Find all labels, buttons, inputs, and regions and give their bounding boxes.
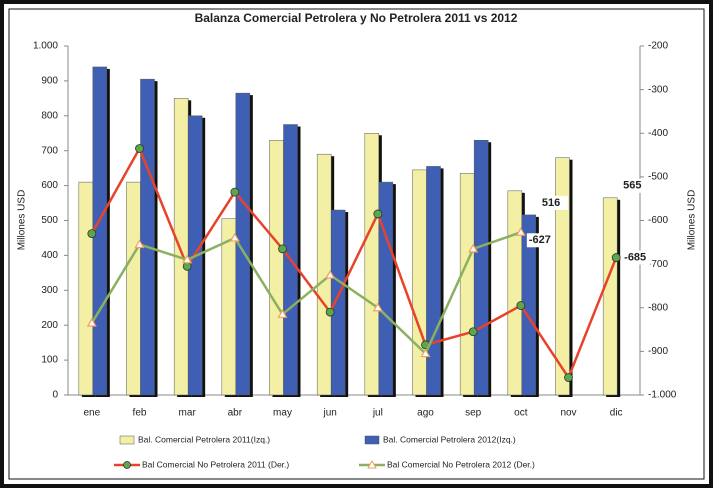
y2-tick-label: -1.000	[648, 390, 677, 401]
bar	[235, 92, 251, 396]
legend-label: Bal. Comercial Petrolera 2012(Izq.)	[383, 434, 516, 444]
y-tick-label: 300	[41, 285, 58, 296]
bar	[173, 98, 189, 396]
y-tick-label: 100	[41, 355, 58, 366]
bar	[78, 181, 94, 396]
marker	[277, 309, 288, 318]
y2-tick-label: -500	[648, 172, 668, 183]
y-tick-label: 0	[52, 390, 58, 401]
marker	[182, 254, 193, 264]
y2-tick-label: -400	[648, 128, 668, 139]
y2-tick-label: -900	[648, 346, 668, 357]
y-tick-label: 600	[41, 180, 58, 191]
x-tick-label: feb	[133, 408, 147, 419]
data-label-bg	[539, 195, 568, 210]
bar	[602, 197, 618, 396]
y-tick-label: 900	[41, 76, 58, 87]
bar	[140, 78, 155, 396]
marker	[611, 253, 621, 262]
bar	[221, 218, 237, 396]
bar	[378, 181, 394, 396]
y-tick-label: 700	[41, 145, 58, 156]
legend-swatch	[119, 435, 135, 445]
marker	[468, 243, 479, 253]
y-axis-label: Millones USD	[17, 190, 28, 251]
legend-marker	[123, 461, 131, 469]
legend-label: Bal Comercial No Petrolera 2012 (Der.)	[387, 459, 535, 469]
bar	[426, 166, 441, 396]
line	[90, 145, 618, 381]
x-tick-label: dic	[610, 408, 623, 419]
x-tick-label: jun	[322, 408, 336, 419]
bar	[269, 139, 284, 396]
x-tick-label: jul	[372, 408, 383, 419]
marker	[229, 232, 240, 242]
bar	[364, 133, 380, 396]
marker	[182, 261, 192, 271]
marker	[515, 227, 526, 236]
marker	[516, 301, 526, 310]
marker	[86, 317, 97, 327]
x-tick-label: mar	[179, 408, 197, 419]
marker	[373, 209, 383, 219]
y2-tick-label: -600	[648, 215, 668, 226]
line	[90, 231, 522, 356]
legend-swatch	[364, 435, 380, 445]
y-tick-label: 400	[41, 250, 58, 261]
bar	[459, 173, 475, 396]
data-label: 516	[542, 197, 560, 209]
legend-label: Bal Comercial No Petrolera 2011 (Der.)	[142, 459, 289, 469]
y-tick-label: 200	[41, 320, 58, 331]
bar	[473, 139, 489, 396]
marker	[278, 244, 287, 254]
y-tick-label: 500	[41, 215, 58, 226]
marker	[372, 302, 383, 312]
bar	[330, 209, 346, 396]
marker	[135, 144, 144, 153]
y2-tick-label: -200	[648, 41, 668, 52]
x-tick-label: may	[273, 408, 292, 419]
legend-label: Bal. Comercial Petrolera 2011(Izq.)	[138, 434, 270, 444]
y-tick-label: 800	[41, 110, 58, 121]
bar	[555, 157, 570, 396]
data-label-bg	[526, 233, 555, 248]
marker	[134, 239, 145, 249]
marker	[87, 229, 97, 238]
data-label: -685	[624, 251, 646, 263]
y2-tick-label: -300	[648, 84, 668, 95]
x-tick-label: sep	[465, 408, 482, 419]
bar	[507, 190, 523, 396]
y2-tick-label: -700	[648, 259, 668, 270]
marker	[420, 348, 431, 358]
marker	[564, 373, 573, 382]
y2-tick-label: -800	[648, 302, 668, 313]
marker	[230, 187, 240, 197]
chart-title: Balanza Comercial Petrolera y No Petrole…	[195, 11, 518, 25]
bar	[126, 181, 141, 396]
y-tick-label: 1.000	[33, 41, 58, 52]
data-label-bg	[621, 178, 650, 193]
data-label: 565	[623, 180, 641, 192]
x-tick-label: ago	[417, 408, 434, 419]
x-tick-label: ene	[83, 408, 100, 419]
data-label-bg	[622, 250, 651, 265]
x-tick-label: nov	[560, 408, 576, 419]
x-tick-label: oct	[514, 408, 528, 419]
y2-axis-label: Millones USD	[687, 190, 698, 251]
marker	[325, 269, 336, 279]
bar	[412, 169, 427, 396]
marker	[325, 307, 335, 317]
marker	[468, 327, 478, 337]
data-label: -627	[529, 234, 551, 246]
legend-marker	[367, 459, 377, 469]
x-tick-label: abr	[228, 408, 243, 419]
inner-frame	[8, 8, 705, 480]
